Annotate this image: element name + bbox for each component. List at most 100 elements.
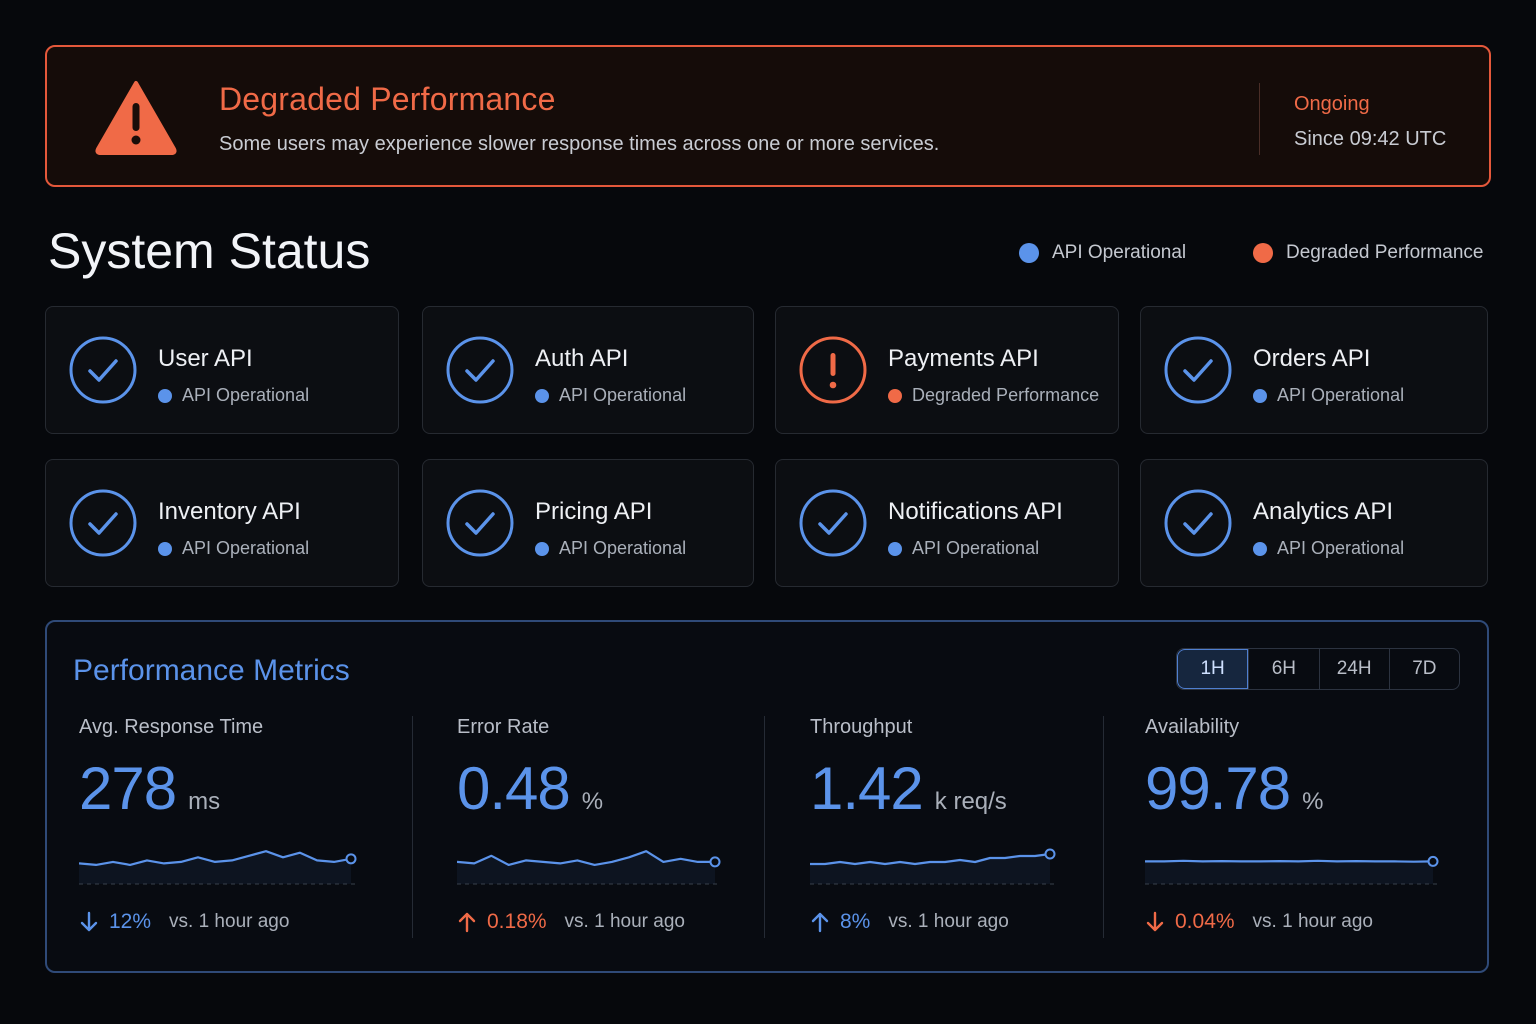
service-status: Degraded Performance — [888, 385, 1099, 406]
incident-state: Ongoing — [1294, 93, 1370, 115]
metric-value: 99.78 % — [1145, 754, 1324, 823]
metric-unit: % — [1302, 788, 1324, 815]
service-name: Pricing API — [535, 498, 653, 525]
metric-delta: 0.04% — [1175, 910, 1235, 933]
status-dot-icon — [1253, 388, 1267, 403]
check-circle-icon — [69, 336, 137, 404]
service-card-auth-api[interactable]: Auth API API Operational — [422, 306, 754, 434]
service-status: API Operational — [158, 538, 309, 559]
metric-change: 12% vs. 1 hour ago — [79, 910, 289, 934]
time-range-selector[interactable]: 1H 6H 24H 7D — [1176, 648, 1460, 690]
status-dot-icon — [888, 388, 902, 403]
range-7d-button[interactable]: 7D — [1388, 649, 1459, 689]
banner-divider — [1259, 83, 1260, 155]
service-name: Analytics API — [1253, 498, 1394, 525]
check-circle-icon — [69, 489, 137, 557]
metric-sparkline — [79, 850, 357, 885]
metric-delta: 8% — [840, 910, 871, 933]
range-24h-button[interactable]: 24H — [1318, 649, 1389, 689]
metric-compare: vs. 1 hour ago — [888, 911, 1009, 932]
service-status: API Operational — [535, 538, 686, 559]
check-circle-icon — [1164, 489, 1232, 557]
metric-sparkline — [1145, 855, 1439, 885]
metric-divider — [764, 716, 765, 938]
metric-throughput: Throughput 1.42 k req/s 8% vs. 1 hour ag… — [810, 622, 1082, 975]
service-card-notifications-api[interactable]: Notifications API API Operational — [775, 459, 1119, 587]
service-status-label: API Operational — [182, 385, 310, 405]
metric-divider — [412, 716, 413, 938]
metric-delta: 0.18% — [487, 910, 547, 933]
incident-since: Since 09:42 UTC — [1294, 128, 1447, 150]
service-name: Payments API — [888, 345, 1039, 372]
metric-number: 99.78 — [1145, 755, 1291, 822]
service-status: API Operational — [1253, 385, 1404, 406]
legend-item-operational: API Operational — [1019, 242, 1186, 264]
service-card-payments-api[interactable]: Payments API Degraded Performance — [775, 306, 1119, 434]
metric-label: Throughput — [810, 716, 913, 738]
metric-compare: vs. 1 hour ago — [169, 911, 290, 932]
legend-label: Degraded Performance — [1286, 242, 1484, 263]
metric-label: Avg. Response Time — [79, 716, 264, 738]
service-name: User API — [158, 345, 253, 372]
metric-unit: % — [581, 788, 604, 815]
legend-item-degraded: Degraded Performance — [1253, 242, 1484, 264]
status-dot-icon — [535, 388, 549, 403]
performance-metrics-panel: Performance Metrics 1H 6H 24H 7D Avg. Re… — [45, 620, 1489, 973]
arrow-up-icon — [811, 912, 829, 933]
service-status: API Operational — [888, 538, 1039, 559]
service-status-label: Degraded Performance — [912, 385, 1100, 405]
service-status-label: API Operational — [559, 385, 687, 405]
service-name: Orders API — [1253, 345, 1371, 372]
arrow-down-icon — [1146, 911, 1164, 932]
status-dot-icon — [158, 541, 172, 556]
metric-error-rate: Error Rate 0.48 % 0.18% vs. 1 hour ago — [457, 622, 747, 975]
metric-compare: vs. 1 hour ago — [564, 911, 685, 932]
status-dot-icon — [535, 541, 549, 556]
metric-change: 0.04% vs. 1 hour ago — [1145, 910, 1373, 934]
service-card-user-api[interactable]: User API API Operational — [45, 306, 399, 434]
degraded-dot-icon — [1253, 243, 1273, 263]
metric-number: 1.42 — [810, 755, 924, 822]
legend-label: API Operational — [1052, 242, 1187, 263]
check-circle-icon — [799, 489, 867, 557]
page-title: System Status — [48, 223, 371, 279]
operational-dot-icon — [1019, 243, 1039, 263]
warning-triangle-icon — [95, 81, 177, 155]
service-card-orders-api[interactable]: Orders API API Operational — [1140, 306, 1488, 434]
metric-value: 1.42 k req/s — [810, 754, 1007, 823]
arrow-down-icon — [80, 911, 98, 932]
metric-change: 0.18% vs. 1 hour ago — [457, 910, 685, 934]
incident-banner[interactable]: Degraded Performance Some users may expe… — [45, 45, 1491, 187]
check-circle-icon — [446, 336, 514, 404]
banner-message: Some users may experience slower respons… — [219, 133, 940, 155]
service-name: Notifications API — [888, 498, 1063, 525]
metric-label: Availability — [1145, 716, 1240, 738]
metric-unit: ms — [188, 788, 221, 815]
metric-number: 278 — [79, 755, 177, 822]
alert-circle-icon — [799, 336, 867, 404]
range-1h-button[interactable]: 1H — [1177, 649, 1249, 689]
arrow-up-icon — [458, 912, 476, 933]
status-dot-icon — [888, 541, 902, 556]
service-status: API Operational — [158, 385, 309, 406]
metric-value: 0.48 % — [457, 754, 603, 823]
service-status: API Operational — [1253, 538, 1404, 559]
metric-availability: Availability 99.78 % 0.04% vs. 1 hour ag… — [1145, 622, 1465, 975]
service-card-analytics-api[interactable]: Analytics API API Operational — [1140, 459, 1488, 587]
metric-unit: k req/s — [934, 788, 1007, 815]
service-card-inventory-api[interactable]: Inventory API API Operational — [45, 459, 399, 587]
status-dot-icon — [158, 388, 172, 403]
service-status-label: API Operational — [1277, 385, 1405, 405]
range-6h-button[interactable]: 6H — [1248, 649, 1318, 689]
metric-sparkline — [457, 850, 721, 885]
service-status-label: API Operational — [912, 538, 1040, 558]
metric-change: 8% vs. 1 hour ago — [810, 910, 1009, 934]
service-name: Inventory API — [158, 498, 301, 525]
banner-title: Degraded Performance — [219, 81, 556, 117]
check-circle-icon — [1164, 336, 1232, 404]
metric-divider — [1103, 716, 1104, 938]
service-card-pricing-api[interactable]: Pricing API API Operational — [422, 459, 754, 587]
service-status-label: API Operational — [182, 538, 310, 558]
service-status-label: API Operational — [559, 538, 687, 558]
